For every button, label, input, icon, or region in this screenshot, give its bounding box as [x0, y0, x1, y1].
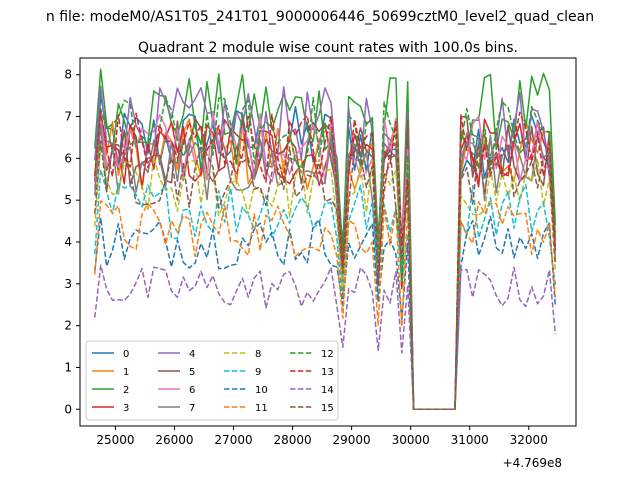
y-tick-label: 0 [64, 402, 72, 416]
y-tick-label: 6 [64, 151, 72, 165]
legend-label-15: 15 [321, 403, 334, 414]
y-tick-label: 4 [64, 235, 72, 249]
series-line-10 [94, 215, 557, 411]
y-tick-label: 8 [64, 68, 72, 82]
series-line-11 [94, 200, 557, 411]
series-layer [94, 68, 557, 411]
figure-suptitle: n file: modeM0/AS1T05_241T01_9000006446_… [46, 9, 594, 25]
legend-label-12: 12 [321, 349, 334, 360]
legend-label-7: 7 [189, 403, 195, 414]
legend-label-2: 2 [123, 385, 129, 396]
series-line-15 [94, 140, 557, 411]
legend-label-8: 8 [255, 349, 261, 360]
legend-label-11: 11 [255, 403, 268, 414]
series-line-3 [94, 112, 557, 411]
legend-label-3: 3 [123, 403, 129, 414]
series-line-14 [94, 264, 557, 411]
x-offset-label: +4.769e8 [503, 456, 562, 470]
legend-label-9: 9 [255, 367, 261, 378]
legend-label-14: 14 [321, 385, 334, 396]
x-tick-label: 29000 [333, 433, 371, 447]
legend-label-13: 13 [321, 367, 334, 378]
series-line-8 [94, 142, 557, 411]
series-line-7 [94, 124, 557, 411]
x-tick-label: 32000 [510, 433, 548, 447]
legend-label-4: 4 [189, 349, 195, 360]
x-tick-label: 30000 [392, 433, 430, 447]
y-tick-label: 1 [64, 360, 72, 374]
x-tick-label: 31000 [451, 433, 489, 447]
legend-label-1: 1 [123, 367, 129, 378]
y-tick-label: 2 [64, 319, 72, 333]
x-tick-label: 26000 [155, 433, 193, 447]
series-line-13 [94, 110, 557, 411]
legend-label-10: 10 [255, 385, 268, 396]
series-line-4 [94, 85, 557, 411]
x-tick-label: 27000 [214, 433, 252, 447]
axis-ticks: 25000 26000 27000 28000 29000 30000 31000 32000… [64, 68, 547, 447]
chart-title: Quadrant 2 module wise count rates with … [138, 40, 518, 56]
legend-label-5: 5 [189, 367, 195, 378]
y-tick-label: 5 [64, 193, 72, 207]
y-tick-label: 3 [64, 277, 72, 291]
x-tick-label: 25000 [96, 433, 134, 447]
legend-box [85, 340, 339, 421]
x-tick-label: 28000 [273, 433, 311, 447]
y-tick-label: 7 [64, 110, 72, 124]
legend-label-0: 0 [123, 349, 129, 360]
legend-label-6: 6 [189, 385, 195, 396]
